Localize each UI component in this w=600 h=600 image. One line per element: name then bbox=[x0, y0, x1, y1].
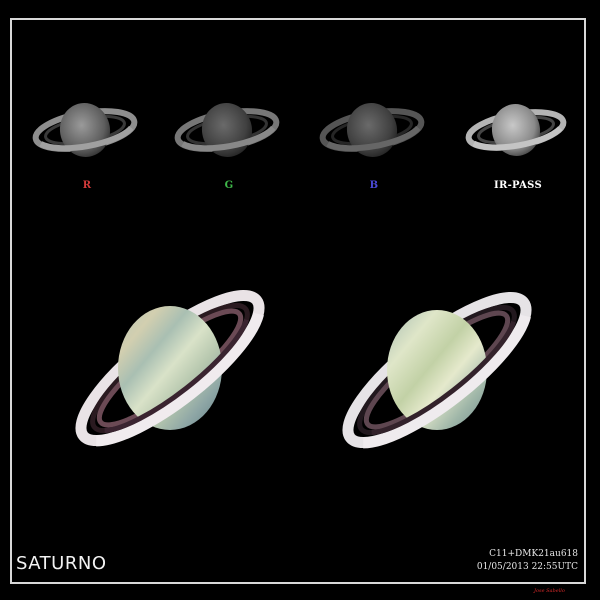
saturn-color-left bbox=[75, 289, 265, 447]
capture-info: C11+DMK21au618 01/05/2013 22:55UTC bbox=[477, 548, 578, 574]
equipment-text: C11+DMK21au618 bbox=[489, 549, 578, 559]
saturn-g-channel bbox=[174, 103, 280, 157]
label-g: G bbox=[224, 180, 234, 191]
label-r: R bbox=[82, 180, 92, 191]
label-b: B bbox=[369, 180, 379, 191]
saturn-r-channel bbox=[32, 103, 138, 157]
saturn-b-channel bbox=[319, 103, 425, 157]
saturn-ir-channel bbox=[465, 104, 567, 156]
datetime-text: 01/05/2013 22:55UTC bbox=[476, 562, 578, 572]
saturn-color-right bbox=[342, 291, 532, 449]
label-ir-pass: IR-PASS bbox=[493, 180, 543, 191]
author-signature: Jose Sabello bbox=[534, 588, 565, 594]
image-title: SATURNO bbox=[16, 553, 107, 574]
